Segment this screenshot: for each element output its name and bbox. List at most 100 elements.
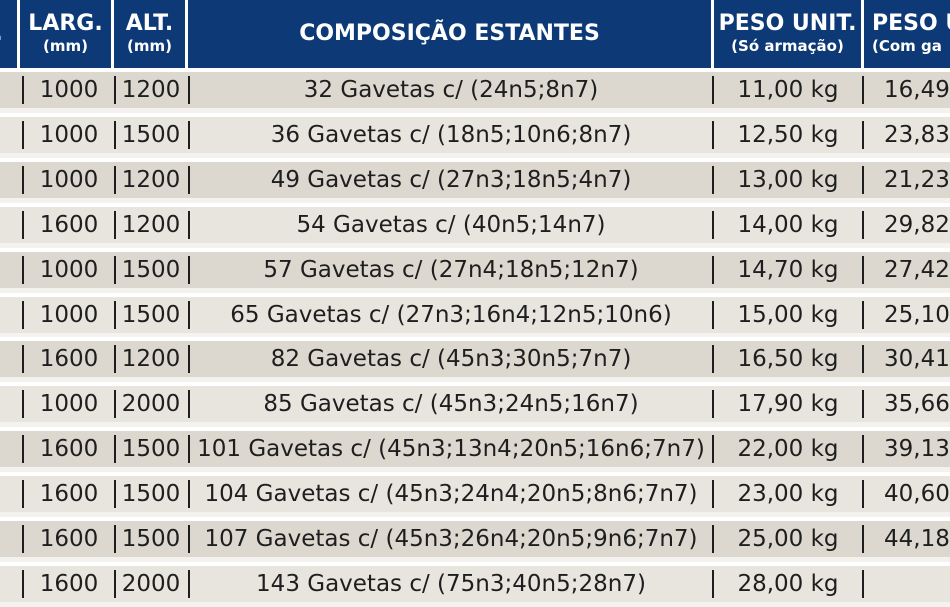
cell-width: 1600	[39, 211, 99, 238]
header-col-unit-weight-sub: (Só armação)	[731, 37, 844, 55]
table-row: M 1600 1500 101 Gavetas c/ (45n3;13n4;20n5;…	[0, 427, 950, 468]
cell-code: M	[0, 521, 12, 557]
cell-total-weight: 39,13	[884, 436, 950, 463]
cell-width: 1600	[39, 436, 99, 463]
cell-height: 1500	[121, 121, 181, 148]
column-divider	[188, 165, 190, 194]
cell-height: 2000	[121, 570, 181, 597]
column-divider	[712, 76, 714, 104]
column-divider	[22, 345, 24, 374]
column-divider	[188, 345, 190, 374]
cell-composition: 57 Gavetas c/ (27n4;18n5;12n7)	[263, 256, 639, 283]
column-divider	[188, 300, 190, 329]
column-divider	[114, 525, 116, 553]
column-divider	[712, 435, 714, 464]
cell-width: 1000	[39, 256, 99, 283]
cell-height: 1500	[121, 256, 181, 283]
column-divider	[114, 390, 116, 419]
cell-code: M	[0, 117, 12, 153]
cell-composition: 104 Gavetas c/ (45n3;24n4;20n5;8n6;7n7)	[204, 481, 698, 508]
cell-height: 1500	[121, 301, 181, 328]
column-divider	[188, 120, 190, 149]
column-divider	[712, 255, 714, 284]
column-divider	[862, 345, 864, 374]
cell-composition: 54 Gavetas c/ (40n5;14n7)	[296, 211, 606, 238]
cell-composition: 143 Gavetas c/ (75n3;40n5;28n7)	[256, 570, 646, 597]
cell-code: M	[0, 431, 12, 467]
cell-height: 2000	[121, 391, 181, 418]
column-divider	[862, 569, 864, 598]
header-col-height-title: ALT.	[125, 11, 174, 36]
cell-code: M	[0, 162, 12, 198]
header-col-unit-weight-title: PESO UNIT.	[718, 11, 857, 36]
column-divider	[114, 345, 116, 374]
column-divider	[862, 165, 864, 194]
cell-composition: 32 Gavetas c/ (24n5;8n7)	[303, 77, 599, 103]
column-divider	[188, 569, 190, 598]
column-divider	[862, 210, 864, 239]
column-divider	[188, 435, 190, 464]
cell-unit-weight: 14,70 kg	[737, 256, 839, 283]
table-row: M 1000 1500 36 Gavetas c/ (18n5;10n6;8n7) 12…	[0, 112, 950, 153]
cell-composition: 101 Gavetas c/ (45n3;13n4;20n5;16n6;7n7)	[197, 436, 705, 463]
column-divider	[114, 76, 116, 104]
cell-height: 1500	[121, 481, 181, 508]
header-col-width: LARG. (mm)	[20, 0, 114, 68]
cell-total-weight: 16,49	[884, 77, 950, 103]
cell-total-weight: 29,82	[884, 211, 950, 238]
cell-total-weight: 40,60	[884, 481, 950, 508]
column-divider	[188, 210, 190, 239]
cell-unit-weight: 15,00 kg	[737, 301, 839, 328]
column-divider	[712, 525, 714, 553]
column-divider	[188, 390, 190, 419]
table-row: M 1600 1200 82 Gavetas c/ (45n3;30n5;7n7) 16…	[0, 337, 950, 378]
cell-unit-weight: 25,00 kg	[737, 526, 839, 552]
cell-composition: 65 Gavetas c/ (27n3;16n4;12n5;10n6)	[230, 301, 672, 328]
cell-total-weight: 44,18	[884, 526, 950, 552]
column-divider	[22, 569, 24, 598]
column-divider	[712, 120, 714, 149]
cell-total-weight: 25,10	[884, 301, 950, 328]
cell-height: 1500	[121, 526, 181, 552]
column-divider	[114, 120, 116, 149]
table-row: M 1600 1500 107 Gavetas c/ (45n3;26n4;20n5;…	[0, 517, 950, 557]
column-divider	[22, 480, 24, 509]
column-divider	[188, 480, 190, 509]
cell-code: M	[0, 341, 12, 377]
cell-composition: 49 Gavetas c/ (27n3;18n5;4n7)	[270, 166, 632, 193]
cell-height: 1200	[121, 77, 181, 103]
column-divider	[22, 210, 24, 239]
header-col-height-unit: (mm)	[127, 37, 172, 55]
cell-code: M	[0, 297, 12, 333]
cell-unit-weight: 13,00 kg	[737, 166, 839, 193]
cell-composition: 107 Gavetas c/ (45n3;26n4;20n5;9n6;7n7)	[204, 526, 698, 552]
column-divider	[22, 255, 24, 284]
column-divider	[188, 76, 190, 104]
cell-height: 1200	[121, 166, 181, 193]
header-col-height: ALT. (mm)	[114, 0, 188, 68]
table-row: M 1600 1500 104 Gavetas c/ (45n3;24n4;20n5;…	[0, 472, 950, 513]
cell-composition: 82 Gavetas c/ (45n3;30n5;7n7)	[270, 346, 632, 373]
cell-total-weight: 35,66	[884, 391, 950, 418]
column-divider	[114, 255, 116, 284]
header-col-composition: COMPOSIÇÃO ESTANTES	[188, 0, 714, 68]
header-col-width-title: LARG.	[28, 11, 103, 36]
column-divider	[22, 165, 24, 194]
header-col-unit-weight: PESO UNIT. (Só armação)	[714, 0, 864, 68]
column-divider	[862, 76, 864, 104]
column-divider	[22, 76, 24, 104]
column-divider	[22, 390, 24, 419]
header-col-total-weight-sub: (Com ga	[872, 37, 942, 55]
table-row: M 1600 1200 54 Gavetas c/ (40n5;14n7) 14,00 …	[0, 202, 950, 243]
column-divider	[712, 480, 714, 509]
cell-width: 1000	[39, 166, 99, 193]
cell-total-weight	[866, 566, 950, 602]
cell-height: 1200	[121, 346, 181, 373]
table-row: M 1000 1500 65 Gavetas c/ (27n3;16n4;12n5;1…	[0, 292, 950, 333]
cell-width: 1000	[39, 121, 99, 148]
cell-width: 1000	[39, 77, 99, 103]
cell-code: M	[0, 252, 12, 288]
column-divider	[22, 300, 24, 329]
cell-code: M	[0, 476, 12, 512]
